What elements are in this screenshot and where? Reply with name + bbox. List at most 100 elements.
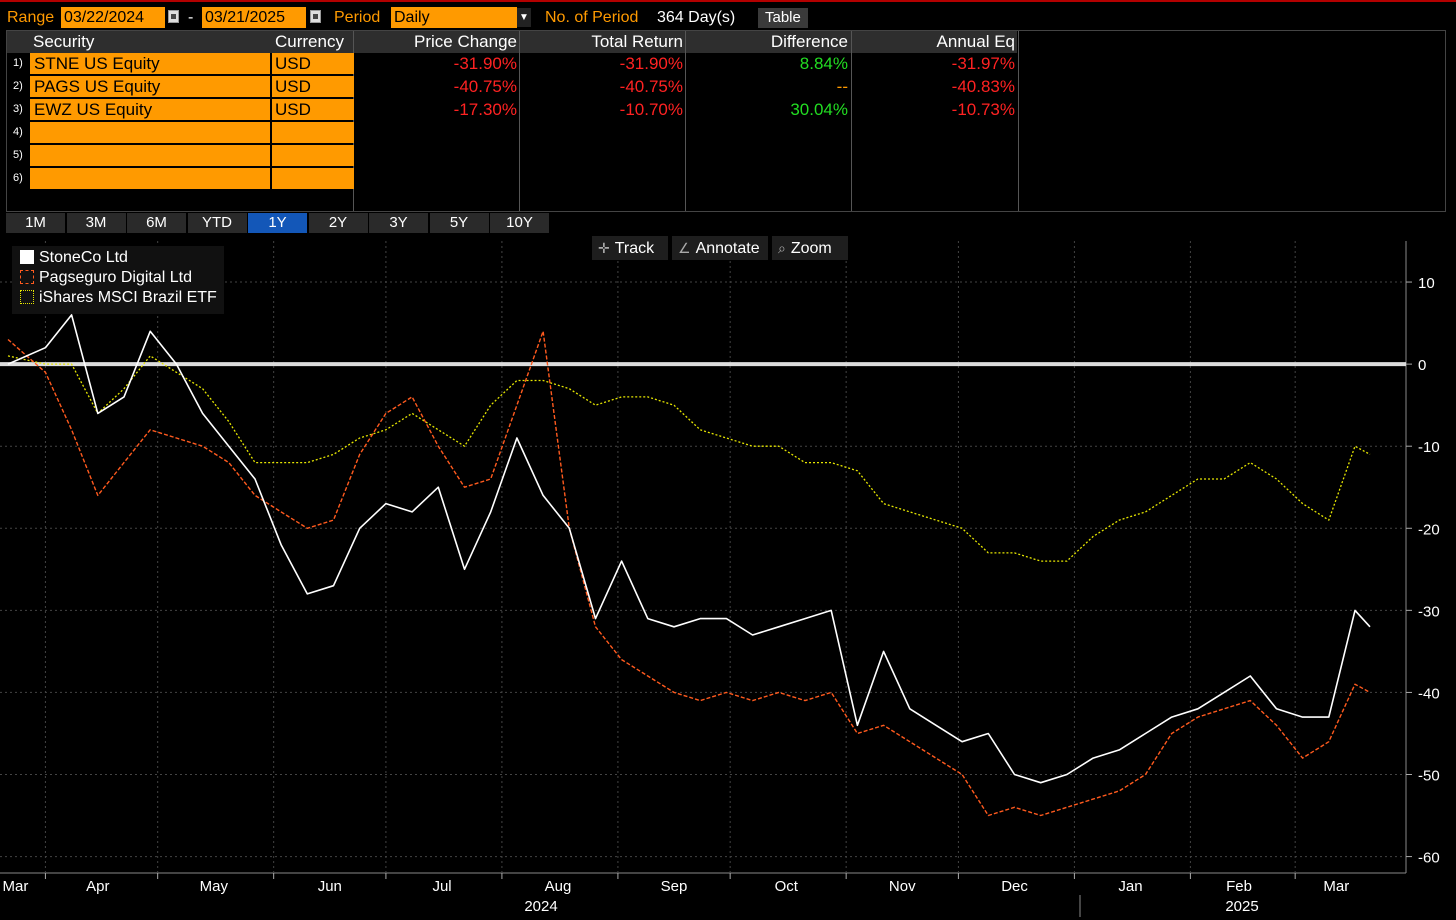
currency-input[interactable]: USD xyxy=(272,53,354,74)
y-tick-label: -10 xyxy=(1418,439,1440,456)
cell-difference: 8.84% xyxy=(799,54,848,73)
x-tick-label: Jul xyxy=(432,878,451,895)
num-period-label: No. of Period xyxy=(545,9,639,26)
table-button[interactable]: Table xyxy=(758,8,808,28)
cell-price-change: -31.90% xyxy=(453,54,517,73)
num-period-value: 364 Day(s) xyxy=(657,9,736,26)
legend-item-pagseguro[interactable]: Pagseguro Digital Ltd xyxy=(20,269,192,287)
x-tick-label: Aug xyxy=(545,878,572,895)
cell-annual-eq: -10.73% xyxy=(951,100,1015,119)
cell-total-return: -40.75% xyxy=(619,77,683,96)
chart-legend: StoneCo Ltd Pagseguro Digital Ltd iShare… xyxy=(12,246,224,314)
security-input[interactable]: STNE US Equity xyxy=(30,53,270,74)
cell-total-return: -31.90% xyxy=(619,54,683,73)
chart-background xyxy=(0,233,1456,920)
legend-swatch-white xyxy=(20,250,34,264)
period-button-2y[interactable]: 2Y xyxy=(308,213,368,233)
column-divider xyxy=(519,31,520,211)
y-tick-label: -40 xyxy=(1418,685,1440,702)
header-total-return: Total Return xyxy=(591,32,683,51)
row-number: 3) xyxy=(13,103,23,115)
series-pagseguro[interactable] xyxy=(7,330,1371,817)
year-label-2025: 2025 xyxy=(1225,898,1258,915)
row-number: 2) xyxy=(13,80,23,92)
track-label: Track xyxy=(614,240,655,257)
legend-label: iShares MSCI Brazil ETF xyxy=(39,289,217,306)
top-accent-line xyxy=(0,0,1456,2)
security-input[interactable]: PAGS US Equity xyxy=(30,76,270,97)
annotate-label: Annotate xyxy=(695,240,760,257)
currency-input[interactable]: USD xyxy=(272,76,354,97)
calendar-icon-start[interactable] xyxy=(168,10,179,23)
security-input[interactable] xyxy=(30,122,270,143)
legend-item-stoneco[interactable]: StoneCo Ltd xyxy=(20,249,128,267)
y-tick-label: -30 xyxy=(1418,603,1440,620)
y-tick-label: -50 xyxy=(1418,768,1440,785)
period-select[interactable]: Daily xyxy=(391,7,517,28)
header-difference: Difference xyxy=(770,32,848,51)
y-tick-label: 10 xyxy=(1418,275,1435,292)
x-tick-label: Jun xyxy=(318,878,342,895)
cell-annual-eq: -40.83% xyxy=(951,77,1015,96)
header-security: Security xyxy=(33,32,95,51)
range-label: Range xyxy=(7,9,55,26)
currency-input[interactable] xyxy=(272,145,354,166)
column-divider xyxy=(851,31,852,211)
period-button-5y[interactable]: 5Y xyxy=(429,213,489,233)
crosshair-icon: ✛ xyxy=(598,240,610,256)
security-input[interactable]: EWZ US Equity xyxy=(30,99,270,120)
period-button-3m[interactable]: 3M xyxy=(66,213,126,233)
legend-swatch-orange xyxy=(20,270,34,284)
range-end-input[interactable]: 03/21/2025 xyxy=(202,7,306,28)
track-button[interactable]: ✛ Track xyxy=(592,236,668,260)
performance-chart[interactable]: 10 0 -10 -20 -30 -40 -50 -60 Mar Apr May Jun Jul Aug S… xyxy=(0,233,1456,920)
period-button-6m[interactable]: 6M xyxy=(127,213,186,233)
magnifier-icon: ⌕ xyxy=(778,240,786,256)
x-tick-label: Dec xyxy=(1001,878,1028,895)
header-price-change: Price Change xyxy=(413,32,517,51)
pencil-icon: ∠ xyxy=(678,240,691,256)
x-tick-label: Sep xyxy=(661,878,688,895)
annotate-button[interactable]: ∠ Annotate xyxy=(672,236,768,260)
calendar-icon-end[interactable] xyxy=(310,10,321,23)
chevron-down-icon[interactable]: ▼ xyxy=(517,8,531,27)
cell-price-change: -17.30% xyxy=(453,100,517,119)
series-stoneco[interactable] xyxy=(7,314,1371,784)
period-label: Period xyxy=(334,9,381,26)
header-annual-eq: Annual Eq xyxy=(936,32,1015,51)
table-header xyxy=(7,31,1017,53)
y-tick-label: -60 xyxy=(1418,850,1440,867)
row-number: 4) xyxy=(13,126,23,138)
period-button-1m[interactable]: 1M xyxy=(6,213,65,233)
row-number: 6) xyxy=(13,172,23,184)
column-divider xyxy=(353,31,354,211)
column-divider xyxy=(1018,31,1019,211)
header-currency: Currency xyxy=(275,32,344,51)
year-label-2024: 2024 xyxy=(524,898,557,915)
toolbar: Range 03/22/2024 - 03/21/2025 Period Dai… xyxy=(0,6,1456,30)
row-number: 5) xyxy=(13,149,23,161)
x-tick-label: Nov xyxy=(889,878,916,895)
x-tick-label: Apr xyxy=(86,878,109,895)
currency-input[interactable]: USD xyxy=(272,99,354,120)
security-input[interactable] xyxy=(30,168,270,189)
cell-price-change: -40.75% xyxy=(453,77,517,96)
zoom-label: Zoom xyxy=(790,240,832,257)
legend-label: Pagseguro Digital Ltd xyxy=(39,269,192,286)
legend-item-ishares[interactable]: iShares MSCI Brazil ETF xyxy=(20,289,217,307)
zoom-button[interactable]: ⌕ Zoom xyxy=(772,236,848,260)
x-tick-label: Oct xyxy=(775,878,799,895)
period-button-3y[interactable]: 3Y xyxy=(369,213,428,233)
period-button-ytd[interactable]: YTD xyxy=(187,213,247,233)
currency-input[interactable] xyxy=(272,168,354,189)
y-tick-label: 0 xyxy=(1418,357,1426,374)
legend-swatch-yellow xyxy=(20,290,34,304)
currency-input[interactable] xyxy=(272,122,354,143)
range-start-input[interactable]: 03/22/2024 xyxy=(61,7,165,28)
period-button-1y[interactable]: 1Y xyxy=(248,213,307,233)
security-input[interactable] xyxy=(30,145,270,166)
period-button-10y[interactable]: 10Y xyxy=(490,213,549,233)
securities-table: Security Currency Price Change Total Ret… xyxy=(6,30,1446,212)
cell-difference: -- xyxy=(836,77,848,96)
cell-total-return: -10.70% xyxy=(619,100,683,119)
